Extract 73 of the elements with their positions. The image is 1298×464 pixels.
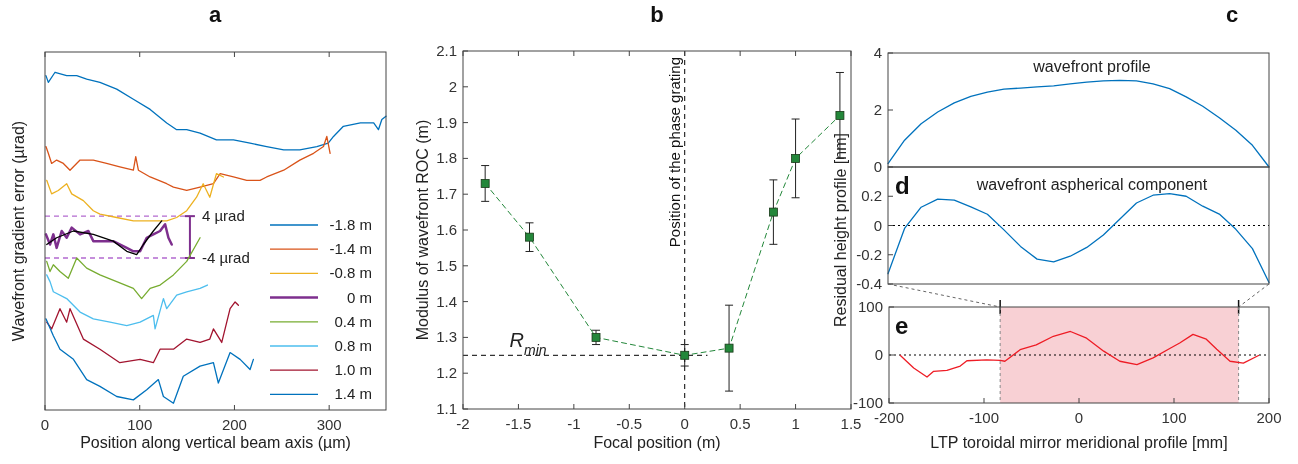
y-tick-label: -100 — [852, 394, 883, 411]
chart-title: b — [650, 2, 664, 27]
y-tick-label: 0 — [873, 216, 882, 234]
x-tick-label: -200 — [873, 409, 905, 426]
chart-title: e — [895, 312, 909, 339]
chart-title: c — [1225, 2, 1239, 27]
point — [680, 350, 690, 360]
legend-label: 0.8 m — [334, 337, 372, 354]
y-tick-label: 1.5 — [436, 256, 457, 274]
x-tick-label: 200 — [221, 416, 247, 433]
x-axis-title: LTP toroidal mirror meridional profile [mm] — [930, 434, 1228, 451]
y-tick-label: 2 — [448, 77, 457, 95]
line-series — [887, 192, 1270, 284]
x-tick-label: 100 — [1161, 409, 1187, 426]
x-tick-label: -0.5 — [616, 415, 643, 432]
legend-label: -1.8 m — [329, 216, 372, 233]
y-tick-label: 1.6 — [436, 221, 457, 238]
ref-line-label: 4 µrad — [201, 207, 245, 225]
y-tick-label: -0.2 — [856, 245, 882, 263]
ref-line-label: R$_{min}$ — [509, 329, 547, 359]
x-tick-label: -2 — [456, 415, 470, 432]
x-tick-label: 1.5 — [840, 415, 862, 432]
legend-label: 0.4 m — [334, 312, 372, 330]
line-series — [887, 79, 1270, 168]
ref-line-label: Position of the phase grating — [665, 57, 683, 248]
y-tick-label: 1.1 — [436, 400, 457, 417]
y-tick-label: 4 — [873, 44, 882, 61]
y-tick-label: 1.8 — [436, 149, 457, 167]
y-tick-label: 1.4 — [436, 292, 457, 310]
y-tick-label: 100 — [857, 298, 883, 315]
x-tick-label: 200 — [1256, 409, 1282, 426]
ref-line-label: -4 µrad — [201, 249, 250, 267]
x-axis-title: Position along vertical beam axis (µm) — [80, 434, 351, 451]
legend-label: -1.4 m — [329, 240, 372, 258]
y-tick-label: 2.1 — [436, 42, 457, 59]
point — [480, 179, 490, 188]
y-tick-label: 0 — [874, 346, 883, 363]
x-tick-label: 300 — [316, 416, 342, 433]
x-tick-label: 0 — [1074, 409, 1084, 426]
x-tick-label: 100 — [127, 416, 153, 433]
x-axis-title: Focal position (m) — [593, 434, 721, 451]
chart-subtitle: wavefront profile — [1032, 58, 1151, 75]
y-tick-label: 1.7 — [436, 185, 457, 203]
y-axis-title: Residual height profile [nm] — [832, 133, 849, 327]
x-tick-label: 1 — [791, 415, 800, 432]
y-axis-title: Wavefront gradient error (µrad) — [10, 120, 27, 342]
x-tick-label: 0 — [40, 416, 50, 433]
y-tick-label: 1.3 — [436, 328, 457, 346]
y-axis-title: Modulus of wavefront ROC (m) — [414, 119, 431, 341]
y-tick-label: 0 — [873, 158, 882, 175]
x-tick-label: -1 — [567, 415, 581, 432]
text: wavefront aspherical component — [975, 176, 1208, 193]
legend-label: 1.0 m — [334, 361, 372, 379]
legend-label: -0.8 m — [329, 264, 372, 282]
y-tick-label: 1.2 — [436, 364, 457, 382]
legend-label: 1.4 m — [334, 385, 372, 403]
point — [769, 207, 778, 217]
point — [591, 333, 601, 342]
point — [724, 343, 734, 353]
y-tick-label: 2 — [873, 101, 882, 118]
x-tick-label: -100 — [968, 409, 1000, 426]
y-tick-label: -0.4 — [856, 275, 882, 292]
legend-label: 0 m — [346, 288, 372, 306]
y-tick-label: 0.2 — [861, 187, 882, 205]
x-tick-label: 0.5 — [729, 415, 751, 432]
x-tick-label: -1.5 — [505, 415, 532, 432]
point — [525, 232, 534, 242]
x-tick-label: 0 — [680, 415, 689, 432]
chart-title: d — [895, 172, 910, 199]
chart-title: a — [208, 2, 222, 27]
y-tick-label: 1.9 — [436, 113, 457, 131]
point — [835, 111, 845, 120]
point — [791, 154, 800, 163]
